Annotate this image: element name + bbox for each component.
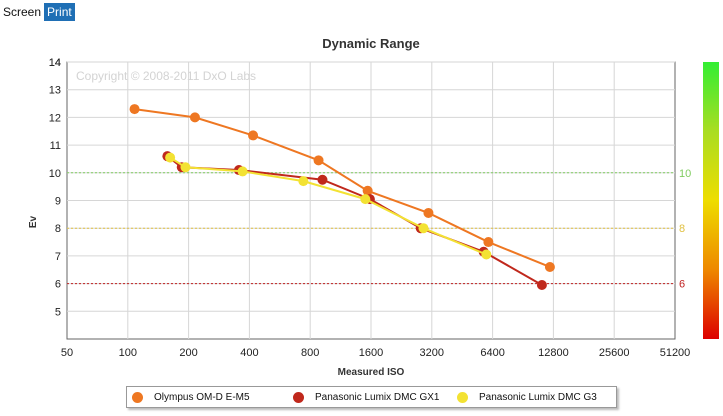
chart-title: Dynamic Range [322,36,420,51]
legend-marker-gx1 [293,391,304,403]
x-tick-label: 3200 [420,347,444,359]
x-tick-label: 100 [119,347,137,359]
x-tick-label: 12800 [538,347,569,359]
legend-item-g3[interactable]: Panasonic Lumix DMC G3 [457,387,597,407]
y-tick-label: 12 [49,112,61,124]
data-point [165,152,176,163]
data-point [362,185,373,196]
data-point [248,130,259,141]
y-tick-label: 5 [55,306,61,318]
reference-label: 10 [679,168,691,180]
reference-label: 6 [679,279,685,291]
data-point [481,249,492,260]
data-point [298,176,309,187]
y-tick-label: 9 [55,196,61,208]
series-line [134,108,551,268]
data-point [360,194,371,205]
data-point [180,162,191,173]
color-scale-bar [703,62,719,339]
data-point [189,112,200,123]
legend-item-gx1[interactable]: Panasonic Lumix DMC GX1 [293,387,440,407]
x-axis-ticks: 50 100 200 400 800 1600 3200 6400 12800 25600 5120… [61,347,690,359]
data-point [423,207,434,218]
x-tick-label: 800 [301,347,319,359]
legend-label-g3: Panasonic Lumix DMC G3 [479,391,597,403]
data-point [483,237,494,248]
x-tick-label: 1600 [359,347,383,359]
data-point [237,166,248,177]
tab-print[interactable]: Print [44,3,75,21]
y-tick-label: 14 [49,57,61,69]
legend-item-olympus[interactable]: Olympus OM-D E-M5 [132,387,250,407]
data-point [544,261,555,272]
reference-label: 8 [679,223,685,235]
legend-label-gx1: Panasonic Lumix DMC GX1 [315,391,440,403]
y-tick-label: 6 [55,279,61,291]
legend-marker-g3 [457,391,468,403]
y-tick-label: 8 [55,223,61,235]
x-tick-label: 25600 [599,347,630,359]
x-tick-label: 50 [61,347,73,359]
reference-labels: 10 8 6 [679,168,691,291]
x-tick-label: 400 [240,347,258,359]
copyright-watermark: Copyright © 2008-2011 DxO Labs [76,69,256,83]
data-point [313,155,324,166]
data-point [536,279,547,290]
data-point [129,104,140,115]
x-tick-label: 6400 [480,347,504,359]
y-tick-label: 13 [49,85,61,97]
x-tick-label: 200 [179,347,197,359]
series-layer [129,104,555,290]
data-point [317,174,328,185]
chart-legend: Olympus OM-D E-M5 Panasonic Lumix DMC GX… [126,386,617,408]
x-tick-label: 51200 [660,347,691,359]
tab-screen[interactable]: Screen [0,3,45,21]
view-mode-tabs: Screen Print [0,3,75,21]
legend-label-olympus: Olympus OM-D E-M5 [154,391,250,403]
x-axis-label: Measured ISO [338,367,405,378]
y-tick-label: 14 [49,57,61,69]
y-tick-label: 10 [49,168,61,180]
y-tick-label: 7 [55,251,61,263]
y-axis-label: Ev [28,215,39,228]
y-tick-label: 11 [50,140,61,152]
legend-marker-olympus [132,391,143,403]
reference-lines [67,172,675,285]
data-point [418,223,429,234]
